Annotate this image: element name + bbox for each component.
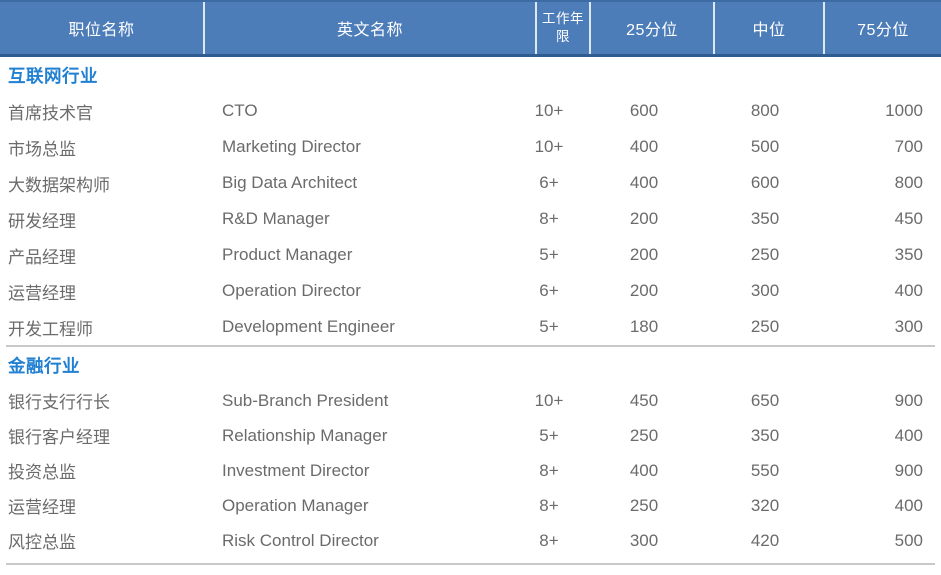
cell-position-cn: 运营经理 — [8, 283, 76, 303]
cell-position-en: Marketing Director — [222, 137, 361, 156]
table-header-row: 职位名称 英文名称 工作年限 25分位 中位 75分位 — [0, 0, 941, 57]
table-row: 大数据架构师 Big Data Architect 6+ 400 600 800 — [0, 165, 941, 201]
cell-years: 8+ — [539, 530, 559, 550]
table-row: 产品经理 Product Manager 5+ 200 250 350 — [0, 237, 941, 273]
cell-position-en: Relationship Manager — [222, 425, 388, 445]
cell-position-cn: 开发工程师 — [8, 319, 93, 339]
section-title-finance: 金融行业 — [8, 355, 80, 376]
cell-position-en: R&D Manager — [222, 209, 330, 228]
table-row: 市场总监 Marketing Director 10+ 400 500 700 — [0, 129, 941, 165]
cell-years: 5+ — [539, 425, 559, 445]
section-title-internet: 互联网行业 — [8, 65, 98, 86]
cell-median: 320 — [750, 495, 780, 515]
cell-median: 650 — [750, 390, 780, 410]
cell-p25: 200 — [629, 209, 659, 228]
cell-years: 8+ — [539, 460, 559, 480]
cell-position-cn: 首席技术官 — [8, 103, 93, 123]
section-internet-industry: 互联网行业 首席技术官 CTO 10+ 600 800 1000 市场总监 Ma… — [0, 57, 941, 345]
cell-position-en: Investment Director — [222, 460, 370, 480]
cell-years: 10+ — [534, 390, 564, 410]
cell-position-en: Risk Control Director — [222, 530, 379, 550]
cell-position-cn: 研发经理 — [8, 211, 76, 231]
column-header-median: 中位 — [713, 2, 823, 54]
column-header-position-cn: 职位名称 — [68, 22, 135, 39]
cell-position-en: Big Data Architect — [222, 173, 358, 192]
column-header-position-en: 英文名称 — [203, 2, 535, 54]
cell-median: 250 — [750, 317, 780, 336]
cell-median: 300 — [750, 281, 780, 300]
cell-years: 10+ — [534, 137, 564, 156]
section-divider — [6, 345, 935, 347]
cell-years: 6+ — [539, 281, 559, 300]
cell-position-en: CTO — [222, 101, 258, 120]
cell-p25: 450 — [629, 390, 659, 410]
cell-p75: 350 — [894, 245, 923, 264]
cell-median: 420 — [750, 530, 780, 550]
cell-p25: 250 — [629, 425, 659, 445]
cell-p25: 400 — [629, 173, 659, 192]
cell-years: 5+ — [539, 245, 559, 264]
cell-p25: 400 — [629, 137, 659, 156]
table-row: 运营经理 Operation Director 6+ 200 300 400 — [0, 273, 941, 309]
cell-p25: 400 — [629, 460, 659, 480]
cell-p75: 400 — [894, 425, 923, 445]
table-row: 开发工程师 Development Engineer 5+ 180 250 30… — [0, 309, 941, 345]
table-row: 银行支行行长 Sub-Branch President 10+ 450 650 … — [0, 383, 941, 418]
cell-position-en: Operation Manager — [222, 495, 369, 515]
cell-p75: 800 — [894, 173, 923, 192]
table-row: 投资总监 Investment Director 8+ 400 550 900 — [0, 453, 941, 488]
table-row: 风控总监 Risk Control Director 8+ 300 420 50… — [0, 523, 941, 558]
cell-position-cn: 产品经理 — [8, 247, 76, 267]
cell-p75: 500 — [894, 530, 923, 550]
cell-p25: 600 — [629, 101, 659, 120]
cell-p75: 700 — [894, 137, 923, 156]
table-row: 首席技术官 CTO 10+ 600 800 1000 — [0, 93, 941, 129]
cell-p25: 180 — [629, 317, 659, 336]
table-row: 银行客户经理 Relationship Manager 5+ 250 350 4… — [0, 418, 941, 453]
cell-p75: 900 — [894, 390, 923, 410]
table-bottom-divider — [6, 563, 935, 565]
cell-years: 10+ — [534, 101, 564, 120]
cell-position-cn: 风控总监 — [8, 533, 76, 552]
cell-years: 8+ — [539, 209, 559, 228]
cell-p25: 300 — [629, 530, 659, 550]
column-header-p25: 25分位 — [589, 2, 713, 54]
cell-median: 500 — [750, 137, 780, 156]
cell-position-cn: 银行客户经理 — [8, 428, 110, 447]
cell-p25: 250 — [629, 495, 659, 515]
column-header-p75: 75分位 — [823, 2, 941, 54]
cell-p25: 200 — [629, 245, 659, 264]
cell-position-cn: 大数据架构师 — [8, 175, 110, 195]
table-row: 研发经理 R&D Manager 8+ 200 350 450 — [0, 201, 941, 237]
cell-position-en: Product Manager — [222, 245, 353, 264]
cell-p75: 1000 — [885, 101, 923, 120]
cell-p75: 400 — [894, 281, 923, 300]
cell-median: 250 — [750, 245, 780, 264]
column-header-work-years: 工作年限 — [535, 2, 589, 54]
cell-median: 350 — [750, 209, 780, 228]
table-row: 运营经理 Operation Manager 8+ 250 320 400 — [0, 488, 941, 523]
cell-median: 550 — [750, 460, 780, 480]
cell-position-cn: 投资总监 — [8, 463, 76, 482]
cell-median: 350 — [750, 425, 780, 445]
cell-p25: 200 — [629, 281, 659, 300]
cell-years: 6+ — [539, 173, 559, 192]
cell-position-cn: 银行支行行长 — [8, 393, 110, 412]
cell-p75: 400 — [894, 495, 923, 515]
cell-years: 8+ — [539, 495, 559, 515]
section-finance-industry: 金融行业 银行支行行长 Sub-Branch President 10+ 450… — [0, 347, 941, 558]
cell-position-en: Sub-Branch President — [222, 390, 389, 410]
cell-position-cn: 市场总监 — [8, 139, 76, 159]
cell-median: 800 — [750, 101, 780, 120]
cell-p75: 900 — [894, 460, 923, 480]
cell-position-cn: 运营经理 — [8, 498, 76, 517]
cell-years: 5+ — [539, 317, 559, 336]
cell-position-en: Operation Director — [222, 281, 361, 300]
cell-p75: 300 — [894, 317, 923, 336]
cell-position-en: Development Engineer — [222, 317, 395, 336]
cell-median: 600 — [750, 173, 780, 192]
cell-p75: 450 — [894, 209, 923, 228]
